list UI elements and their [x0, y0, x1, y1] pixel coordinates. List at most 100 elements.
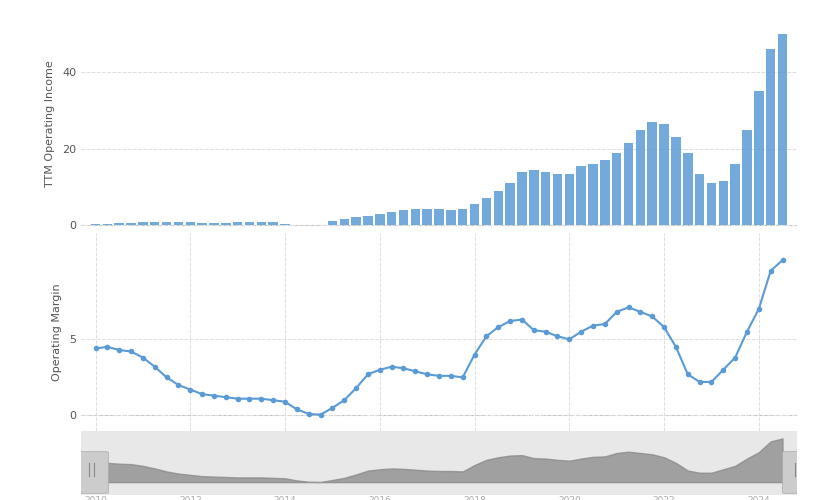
FancyBboxPatch shape [783, 452, 813, 494]
Point [586, 322, 599, 330]
Point [539, 328, 552, 336]
Point [433, 372, 446, 380]
Point [207, 392, 220, 400]
Bar [138, 222, 148, 225]
Point [160, 374, 173, 382]
Point [528, 326, 541, 334]
Point [456, 374, 469, 382]
Bar [351, 218, 361, 225]
Point [267, 396, 280, 404]
Bar [742, 130, 752, 225]
Bar [506, 183, 515, 225]
Point [492, 323, 505, 331]
Bar [102, 224, 112, 225]
Point [503, 317, 516, 325]
Bar [600, 160, 610, 225]
Bar [719, 181, 728, 225]
Bar [493, 190, 503, 225]
Point [172, 381, 185, 389]
Bar [328, 222, 337, 225]
Bar [458, 210, 467, 225]
Point [598, 320, 611, 328]
Point [575, 328, 588, 336]
Point [148, 362, 161, 370]
Point [622, 304, 635, 312]
Bar [553, 174, 563, 225]
Point [705, 378, 718, 386]
Point [196, 390, 209, 398]
Bar [268, 222, 278, 225]
Bar [695, 174, 704, 225]
Point [220, 393, 233, 401]
Point [279, 398, 292, 406]
Bar [589, 164, 598, 225]
Bar [434, 208, 444, 225]
Point [337, 396, 350, 404]
Bar [517, 172, 527, 225]
Point [634, 308, 647, 316]
Point [563, 336, 576, 344]
Bar [340, 220, 349, 225]
Bar [126, 223, 136, 225]
Point [243, 394, 256, 402]
Bar [185, 222, 195, 225]
Bar [115, 223, 124, 225]
Point [254, 394, 267, 402]
Point [728, 354, 741, 362]
Bar [387, 212, 397, 225]
Point [101, 343, 114, 351]
Bar [446, 210, 455, 225]
Bar [470, 204, 480, 225]
Bar [233, 222, 242, 225]
Point [445, 372, 458, 380]
Point [515, 316, 528, 324]
Bar [91, 224, 100, 225]
Bar [564, 174, 574, 225]
Point [480, 332, 493, 340]
Bar [174, 222, 183, 225]
Bar [280, 224, 289, 225]
Bar [398, 210, 408, 225]
Point [658, 323, 671, 331]
Bar [375, 214, 385, 225]
Point [468, 350, 481, 358]
Bar [647, 122, 657, 225]
Bar [576, 166, 586, 225]
Point [124, 348, 137, 356]
Bar [363, 216, 372, 225]
Point [385, 362, 398, 370]
Point [373, 366, 386, 374]
Y-axis label: TTM Operating Income: TTM Operating Income [46, 60, 55, 187]
Point [113, 346, 126, 354]
Bar [612, 152, 621, 225]
Point [764, 267, 777, 275]
Point [302, 410, 315, 418]
Point [717, 366, 730, 374]
Bar [730, 164, 740, 225]
Bar [659, 124, 669, 225]
Bar [672, 137, 680, 225]
Bar [754, 92, 763, 225]
Point [646, 312, 659, 320]
Bar [683, 152, 693, 225]
Bar [541, 172, 550, 225]
Point [611, 308, 624, 316]
Point [184, 386, 197, 394]
Bar [636, 130, 646, 225]
FancyBboxPatch shape [77, 452, 108, 494]
Point [669, 343, 682, 351]
Point [314, 410, 327, 418]
Point [776, 256, 789, 264]
Bar [198, 223, 207, 225]
Bar [150, 222, 159, 225]
Point [397, 364, 410, 372]
Bar [624, 143, 633, 225]
Bar [245, 222, 254, 225]
Point [741, 328, 754, 336]
Point [752, 305, 765, 313]
Point [420, 370, 433, 378]
Y-axis label: Operating Margin: Operating Margin [53, 283, 63, 380]
Bar [766, 50, 776, 225]
Bar [162, 222, 172, 225]
Bar [257, 222, 266, 225]
